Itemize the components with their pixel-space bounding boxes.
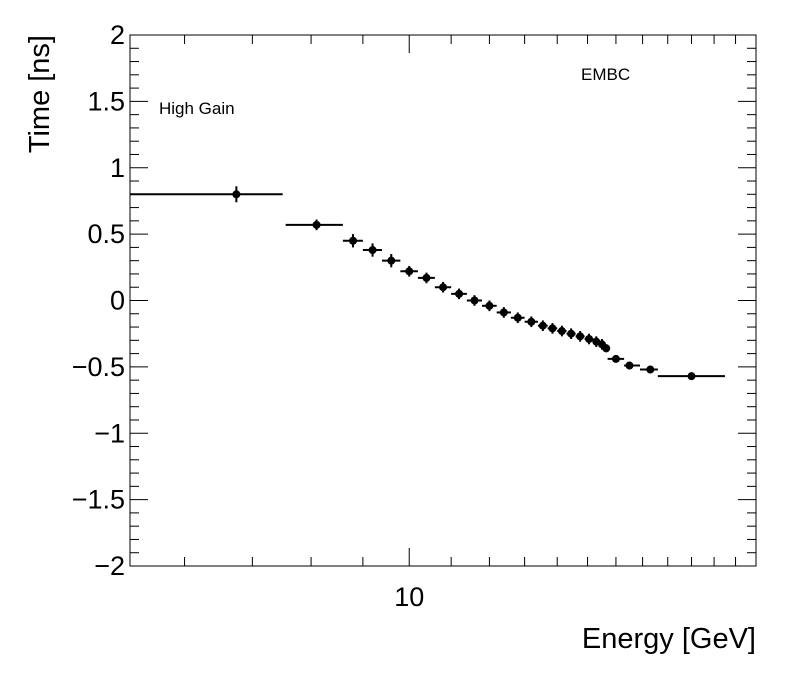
marker bbox=[548, 324, 557, 333]
marker bbox=[687, 372, 696, 381]
y-tick-label: −0.5 bbox=[72, 352, 125, 382]
data-point bbox=[382, 254, 401, 268]
marker bbox=[625, 361, 634, 370]
data-point bbox=[624, 361, 641, 370]
data-point bbox=[584, 333, 594, 345]
data-point bbox=[496, 307, 511, 318]
marker bbox=[485, 301, 494, 310]
y-tick-label: 0 bbox=[110, 286, 125, 316]
x-tick-label: 10 bbox=[394, 582, 424, 612]
marker bbox=[312, 220, 321, 229]
x-axis-title: Energy [GeV] bbox=[582, 623, 756, 655]
y-tick-label: 1 bbox=[110, 153, 125, 183]
marker bbox=[470, 296, 479, 305]
marker bbox=[585, 334, 594, 343]
y-tick-label: −1 bbox=[94, 418, 125, 448]
marker bbox=[422, 273, 431, 282]
data-point bbox=[466, 295, 483, 306]
data-point bbox=[557, 325, 567, 337]
data-point bbox=[640, 365, 658, 374]
marker bbox=[513, 313, 522, 322]
data-point bbox=[575, 331, 585, 342]
data-point bbox=[400, 265, 418, 277]
data-point bbox=[285, 219, 343, 231]
marker bbox=[602, 344, 611, 353]
data-point bbox=[602, 344, 611, 353]
data-point bbox=[524, 316, 538, 328]
marker bbox=[567, 329, 576, 338]
marker bbox=[455, 289, 464, 298]
y-tick-label: 2 bbox=[110, 20, 125, 50]
y-tick-label: −2 bbox=[94, 551, 125, 581]
marker bbox=[405, 267, 414, 276]
marker bbox=[557, 327, 566, 336]
y-tick-label: 0.5 bbox=[87, 219, 125, 249]
data-point bbox=[362, 243, 383, 257]
marker bbox=[349, 236, 358, 245]
y-axis-title: Time [ns] bbox=[24, 35, 56, 153]
data-point bbox=[657, 372, 725, 381]
data-point bbox=[482, 300, 497, 312]
marker bbox=[368, 246, 377, 255]
gain-annotation: High Gain bbox=[159, 99, 235, 118]
data-point bbox=[434, 281, 452, 293]
marker bbox=[387, 256, 396, 265]
data-point bbox=[510, 312, 525, 324]
marker bbox=[439, 283, 448, 292]
data-point bbox=[417, 272, 435, 284]
marker bbox=[527, 317, 536, 326]
marker bbox=[646, 365, 655, 374]
marker bbox=[611, 354, 620, 363]
marker bbox=[499, 308, 508, 317]
marker bbox=[576, 332, 585, 341]
data-point bbox=[451, 288, 467, 300]
marker bbox=[232, 190, 241, 199]
y-tick-label: −1.5 bbox=[72, 485, 125, 515]
data-point bbox=[607, 354, 625, 363]
data-point bbox=[342, 234, 363, 248]
data-point bbox=[566, 328, 576, 339]
data-points bbox=[130, 186, 725, 381]
tick-labels: 2 1.5 1 0.5 0 −0.5 −1 −1.5 −2 10 bbox=[72, 20, 425, 612]
data-point bbox=[537, 320, 548, 332]
data-point bbox=[547, 323, 558, 334]
region-annotation: EMBC bbox=[581, 65, 630, 84]
marker bbox=[538, 321, 547, 330]
axis-ticks bbox=[130, 34, 757, 567]
data-point bbox=[130, 186, 283, 203]
y-tick-label: 1.5 bbox=[87, 86, 125, 116]
